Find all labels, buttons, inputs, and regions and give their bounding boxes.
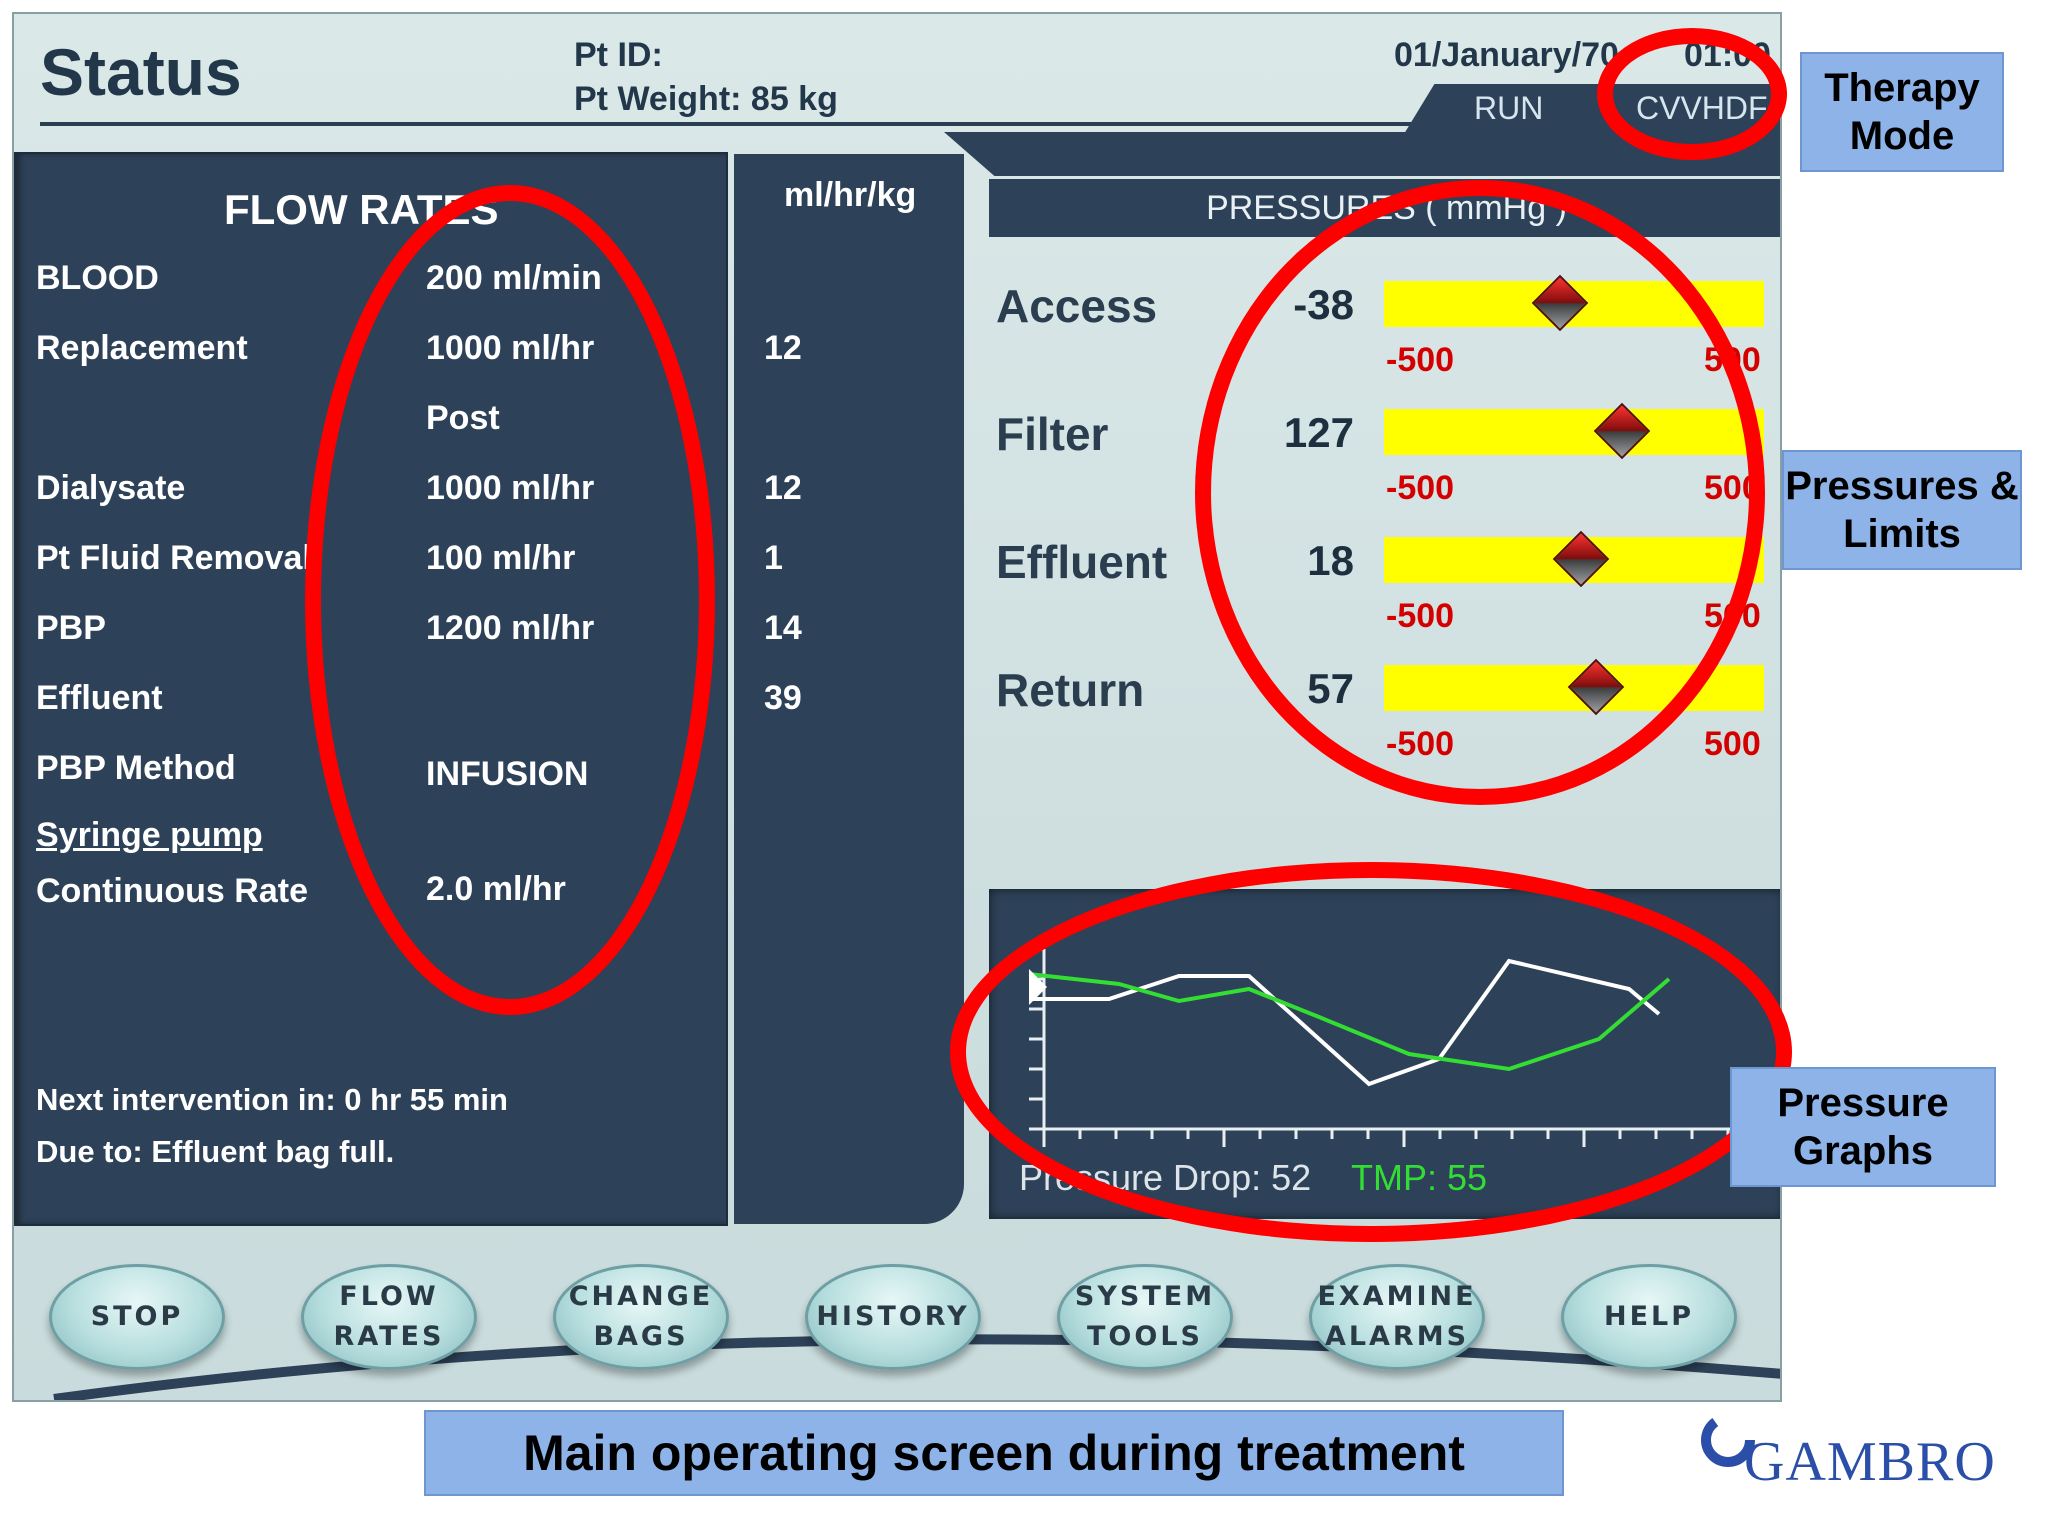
button-label: STOP	[90, 1301, 184, 1332]
pressure-label: Access	[996, 280, 1158, 332]
pressure-high-limit: 500	[1704, 725, 1761, 763]
gambro-logo-text: GAMBRO	[1744, 1431, 1996, 1493]
therapy-mode-callout: Therapy Mode	[1800, 52, 2004, 172]
graph-highlight	[950, 862, 1792, 1242]
pressure-label: Effluent	[996, 536, 1168, 588]
patient-weight: Pt Weight: 85 kg	[574, 80, 838, 118]
flow-row-per-kg: 14	[764, 609, 802, 647]
flow-row-label: Pt Fluid Removal	[36, 539, 312, 577]
flow-row-per-kg: 12	[764, 329, 802, 367]
flow-row-label: BLOOD	[36, 259, 159, 297]
header-divider	[40, 122, 1420, 126]
next-intervention: Next intervention in: 0 hr 55 min	[36, 1082, 508, 1117]
patient-id: Pt ID:	[574, 36, 663, 74]
button-label: TOOLS	[1087, 1321, 1203, 1352]
therapy-mode-highlight	[1597, 28, 1787, 160]
pressures-highlight	[1195, 180, 1765, 805]
flow-row-label: Dialysate	[36, 469, 186, 507]
flow-row-label: Effluent	[36, 679, 163, 717]
flow-row-label: Replacement	[36, 329, 248, 367]
flow-row-per-kg: 39	[764, 679, 802, 717]
pressure-label: Filter	[996, 408, 1109, 460]
pressure-label: Return	[996, 664, 1145, 716]
flow-row-per-kg: 1	[764, 539, 783, 577]
flow-rates-button[interactable]: FLOW RATES	[301, 1264, 477, 1370]
help-button[interactable]: HELP	[1561, 1264, 1737, 1370]
button-label: RATES	[333, 1321, 445, 1352]
stop-button[interactable]: STOP	[49, 1264, 225, 1370]
button-label: EXAMINE	[1317, 1281, 1477, 1312]
button-label: SYSTEM	[1074, 1281, 1216, 1312]
gambro-logo-icon	[1701, 1413, 1755, 1467]
syringe-pump-label: Syringe pump	[36, 816, 263, 854]
flow-rates-highlight	[305, 185, 715, 1015]
caption: Main operating screen during treatment	[424, 1410, 1564, 1496]
flow-row-per-kg: 12	[764, 469, 802, 507]
flow-row-label: PBP Method	[36, 749, 236, 787]
button-label: HISTORY	[816, 1301, 970, 1332]
per-kg-header: ml/hr/kg	[784, 176, 917, 214]
examine-alarms-button[interactable]: EXAMINE ALARMS	[1309, 1264, 1485, 1370]
intervention-reason: Due to: Effluent bag full.	[36, 1134, 395, 1169]
button-label: CHANGE	[568, 1281, 714, 1312]
button-label: FLOW	[339, 1281, 439, 1312]
date-display: 01/January/70	[1394, 36, 1619, 74]
page-title: Status	[40, 35, 242, 109]
gambro-logo: GAMBRO	[1700, 1412, 2000, 1493]
history-button[interactable]: HISTORY	[805, 1264, 981, 1370]
pressure-graphs-callout: Pressure Graphs	[1730, 1067, 1996, 1187]
button-label: BAGS	[593, 1321, 689, 1352]
continuous-rate-label: Continuous Rate	[36, 872, 308, 910]
run-state: RUN	[1474, 90, 1544, 126]
system-tools-button[interactable]: SYSTEM TOOLS	[1057, 1264, 1233, 1370]
change-bags-button[interactable]: CHANGE BAGS	[553, 1264, 729, 1370]
button-label: ALARMS	[1324, 1321, 1470, 1352]
pressures-limits-callout: Pressures & Limits	[1782, 450, 2022, 570]
button-label: HELP	[1603, 1301, 1695, 1332]
flow-row-label: PBP	[36, 609, 106, 647]
per-kg-panel: ml/hr/kg 12 12 1 14 39	[734, 154, 964, 1224]
